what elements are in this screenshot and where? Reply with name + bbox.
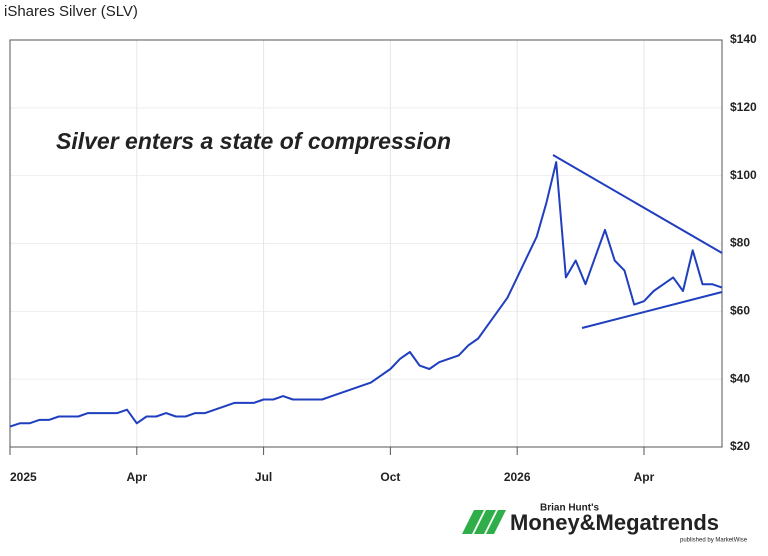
x-tick-label: Jul: [255, 470, 272, 484]
x-tick-label: Apr: [126, 470, 147, 484]
logo-publisher: published by MarketWise: [680, 538, 748, 544]
x-tick-label: Apr: [634, 470, 655, 484]
trendline-lower: [581, 291, 723, 329]
y-tick-label: $60: [730, 304, 750, 318]
y-tick-label: $40: [730, 371, 750, 385]
annotation: Silver enters a state of compression: [56, 128, 451, 154]
logo-icon: [462, 510, 506, 534]
y-tick-label: $120: [730, 100, 757, 114]
logo-brand: Money&Megatrends: [510, 510, 719, 535]
y-tick-label: $20: [730, 439, 750, 453]
logo-byline: Brian Hunt's: [540, 503, 599, 514]
y-tick-label: $80: [730, 236, 750, 250]
plot-frame: [9, 39, 723, 448]
x-tick-label: Oct: [380, 470, 400, 484]
price-line: [9, 161, 723, 428]
logo: Brian Hunt's Money&Megatrends published …: [462, 503, 748, 544]
x-tick-label: 2026: [504, 470, 531, 484]
x-tick-label: 2025: [10, 470, 37, 484]
chart-title: iShares Silver (SLV): [4, 3, 138, 20]
y-tick-label: $140: [730, 32, 757, 46]
y-tick-label: $100: [730, 168, 757, 182]
trendline-upper: [552, 154, 723, 254]
